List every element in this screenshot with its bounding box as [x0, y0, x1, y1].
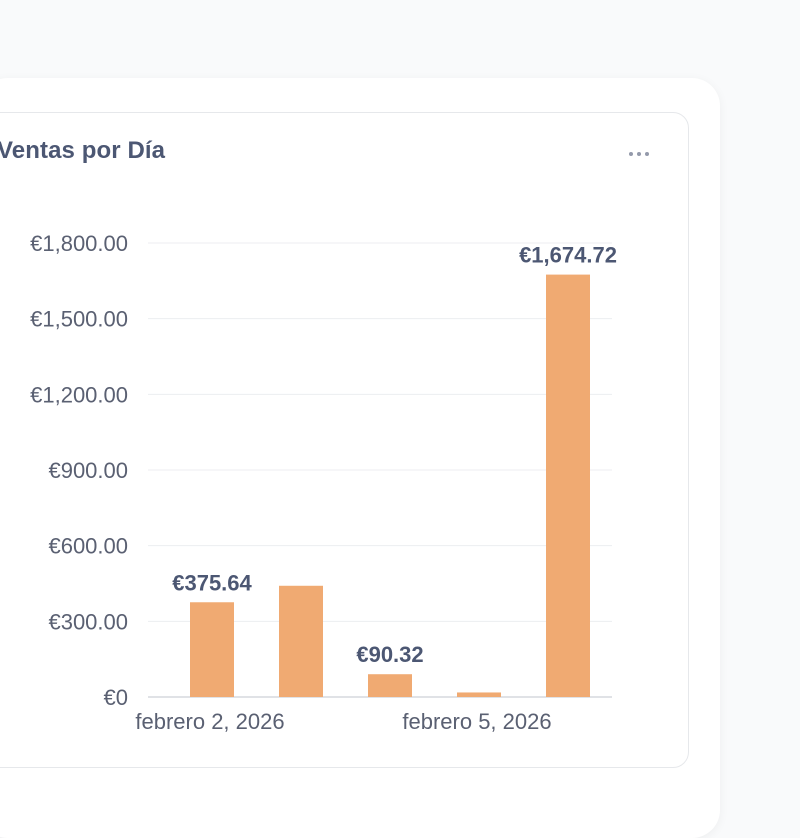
more-options-button[interactable] — [622, 140, 656, 168]
y-tick-label: €0 — [104, 685, 128, 710]
y-tick-label: €600.00 — [48, 534, 128, 559]
bar-chart: €0 €300.00 €600.00 €900.00 €1,200.00 €1,500.0… — [30, 231, 617, 734]
y-tick-label: €1,800.00 — [30, 231, 128, 256]
ellipsis-horizontal-icon — [629, 152, 633, 156]
bar[interactable] — [457, 692, 501, 697]
bar[interactable] — [368, 674, 412, 697]
data-label: €375.64 — [172, 570, 252, 595]
card-title: al Ventas por Día — [0, 137, 166, 164]
bar[interactable] — [190, 602, 234, 697]
y-tick-label: €300.00 — [48, 609, 128, 634]
x-tick-label: febrero 5, 2026 — [402, 709, 551, 734]
y-tick-label: €900.00 — [48, 458, 128, 483]
y-tick-label: €1,200.00 — [30, 382, 128, 407]
bar[interactable] — [279, 585, 323, 697]
y-tick-label: €1,500.00 — [30, 307, 128, 332]
data-label: €1,674.72 — [519, 243, 617, 268]
x-tick-label: febrero 2, 2026 — [135, 709, 284, 734]
bar[interactable] — [546, 274, 590, 697]
data-label: €90.32 — [356, 642, 423, 667]
